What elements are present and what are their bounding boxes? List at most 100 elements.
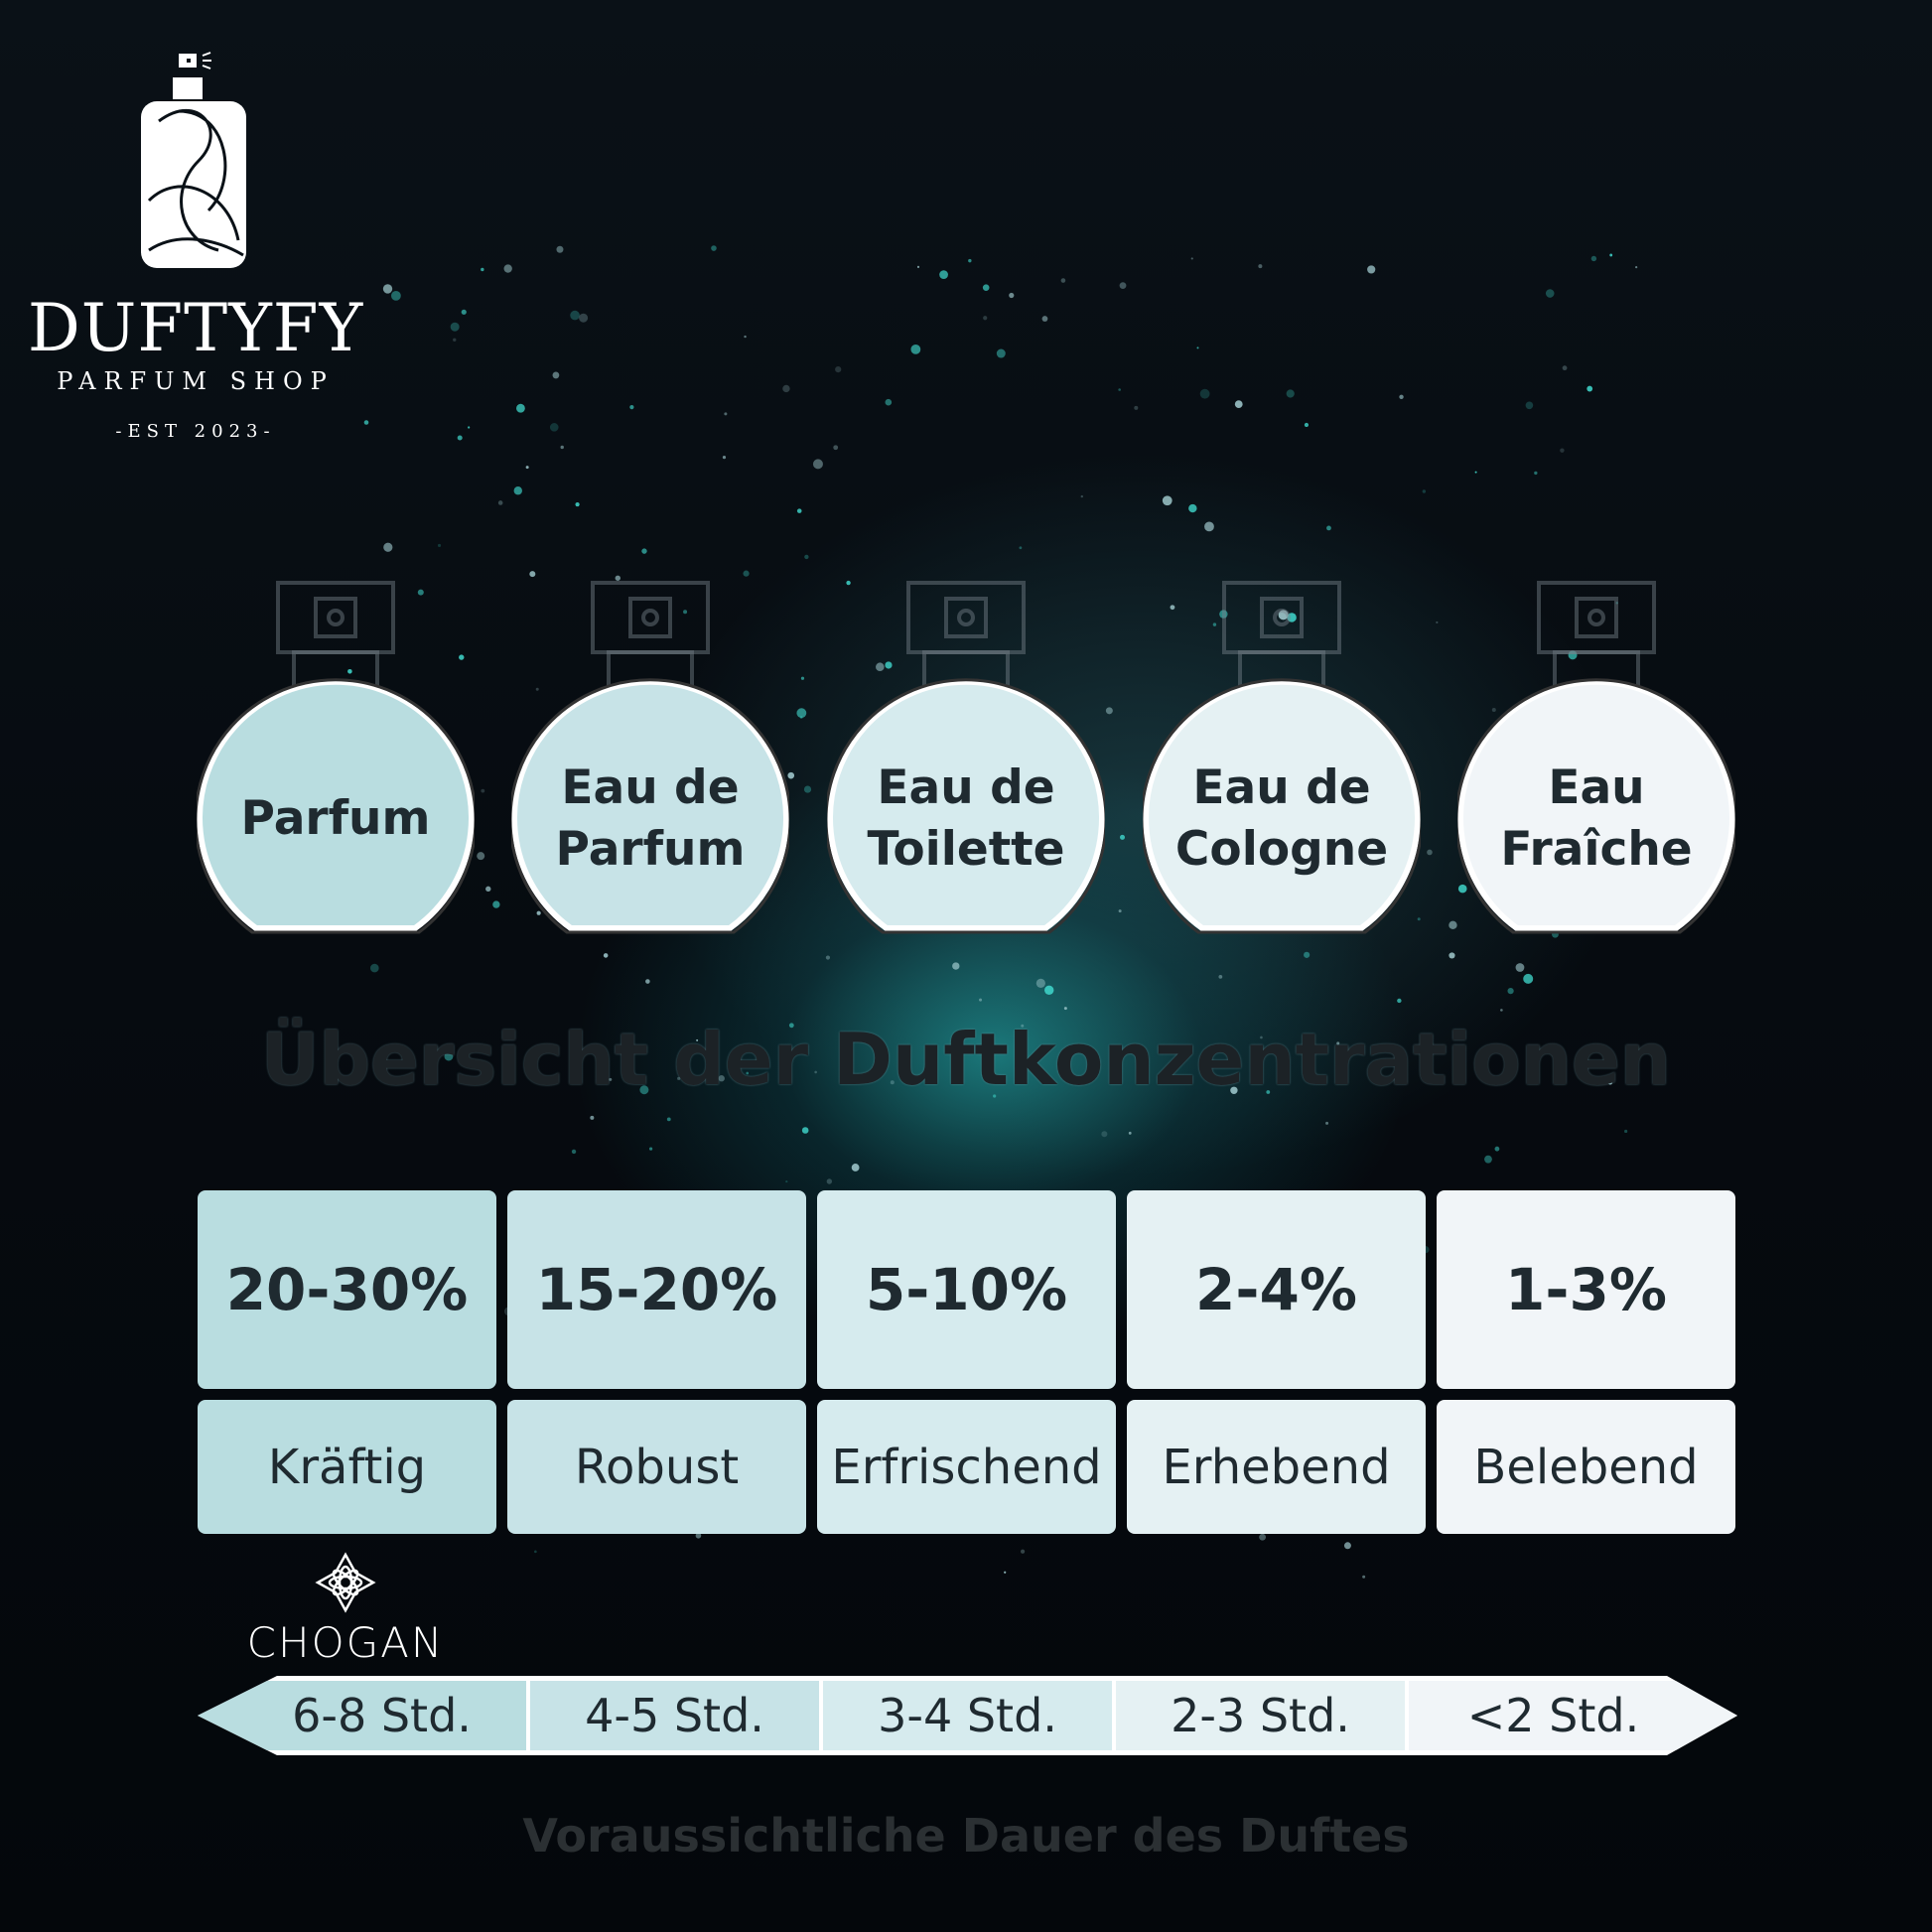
particle: [952, 962, 960, 970]
bottle-shape-icon: [1454, 581, 1738, 934]
particle: [1258, 264, 1263, 269]
particle: [1020, 1549, 1026, 1554]
particle: [477, 852, 485, 861]
percent-cell: 20-30%: [198, 1190, 496, 1389]
bottle-shape-icon: [1140, 581, 1424, 934]
perfume-bottle-icon: [141, 52, 246, 268]
duration-segment: <2 Std.: [1409, 1681, 1737, 1750]
particle: [746, 1071, 750, 1075]
bottle-2: Eau de Toilette: [824, 581, 1108, 938]
character-cell: Erhebend: [1127, 1400, 1426, 1534]
particle: [641, 548, 647, 554]
particle: [457, 435, 463, 441]
particle: [1134, 405, 1139, 410]
duration-segment: 6-8 Std.: [198, 1681, 530, 1750]
particle: [1021, 1024, 1025, 1028]
particle: [1494, 1146, 1500, 1152]
particle: [560, 445, 564, 450]
particle: [1590, 255, 1597, 262]
particle: [536, 910, 541, 915]
particle: [724, 412, 728, 416]
particle: [525, 466, 529, 470]
particle: [1474, 471, 1477, 474]
particle: [1035, 978, 1045, 988]
particle: [1417, 917, 1421, 921]
bottle-label: Eau de Cologne: [1174, 760, 1389, 877]
brand-established: -EST 2023-: [115, 421, 276, 442]
particle: [801, 1127, 809, 1134]
particle: [788, 1023, 794, 1029]
particle: [1615, 602, 1618, 605]
particle: [382, 284, 393, 294]
particle: [468, 426, 471, 429]
particle: [1260, 1035, 1263, 1039]
particle: [417, 589, 424, 596]
percent-cell: 5-10%: [817, 1190, 1116, 1389]
particle: [603, 953, 609, 958]
particle: [983, 316, 988, 321]
particle: [782, 384, 790, 393]
particle: [1190, 257, 1193, 260]
particle: [1367, 265, 1376, 274]
bottle-shape-icon: [824, 581, 1108, 934]
particle: [1523, 973, 1534, 984]
particle: [804, 554, 809, 560]
particle: [629, 405, 634, 410]
particle: [910, 344, 921, 354]
particle: [1304, 422, 1310, 428]
particle: [535, 687, 539, 691]
particle: [444, 1051, 454, 1061]
particle: [876, 662, 885, 672]
particle: [459, 654, 465, 660]
chogan-name: CHOGAN: [246, 1618, 445, 1667]
particle: [1218, 974, 1223, 979]
particle: [677, 1076, 681, 1080]
duration-arrow: 6-8 Std. 4-5 Std. 3-4 Std. 2-3 Std. <2 Std.: [198, 1676, 1737, 1755]
particle: [575, 501, 580, 507]
brand-name: DUFTYFY: [27, 290, 364, 366]
particle: [696, 1038, 699, 1041]
particle: [814, 1070, 817, 1074]
particle: [1507, 988, 1514, 995]
particle: [383, 542, 393, 552]
particle: [835, 366, 842, 373]
particle: [939, 270, 948, 280]
particle: [1609, 253, 1613, 257]
bottle-shape-icon: [194, 581, 478, 934]
particle: [803, 785, 812, 793]
character-cell: Erfrischend: [817, 1400, 1116, 1534]
flower-icon: [315, 1552, 376, 1613]
particle: [1060, 278, 1066, 283]
particle: [347, 669, 352, 674]
particle: [1525, 401, 1534, 410]
particle: [1562, 365, 1568, 371]
bottle-label: Eau Fraîche: [1500, 760, 1693, 877]
particle: [1196, 346, 1199, 349]
particle: [1204, 521, 1214, 532]
particle: [812, 459, 823, 470]
particle: [968, 258, 972, 263]
particle: [529, 571, 536, 578]
particle: [1004, 1571, 1007, 1574]
particle: [825, 955, 831, 960]
particle: [1343, 1542, 1351, 1550]
particle: [1170, 605, 1175, 611]
particle: [1325, 1121, 1329, 1125]
bottle-label: Parfum: [240, 791, 431, 846]
bottle-0: Parfum: [194, 581, 478, 938]
particle: [1019, 546, 1023, 550]
particle: [450, 322, 460, 332]
particle: [993, 1094, 997, 1098]
particle: [370, 963, 379, 973]
particle: [833, 445, 839, 451]
percent-cell: 15-20%: [507, 1190, 806, 1389]
particle: [1500, 1009, 1503, 1012]
percent-cell: 2-4%: [1127, 1190, 1426, 1389]
particle: [979, 998, 983, 1002]
particle: [1230, 1086, 1238, 1094]
bottle-label: Eau de Parfum: [555, 760, 746, 877]
particle: [1234, 400, 1243, 409]
particle: [796, 708, 807, 719]
particle: [481, 267, 484, 272]
particle: [390, 290, 401, 301]
